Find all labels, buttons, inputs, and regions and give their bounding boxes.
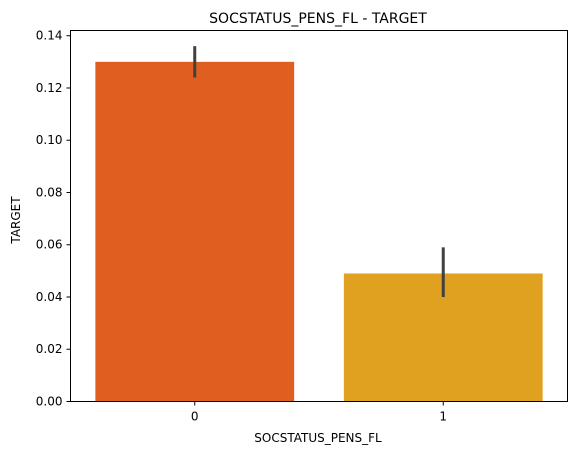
y-tick-label: 0.00 <box>36 395 63 409</box>
y-ticks-layer: 0.00 0.02 0.04 0.06 0.08 0.10 0.12 0.14 <box>36 29 71 409</box>
bars-layer <box>95 61 543 402</box>
bar-0 <box>95 61 295 402</box>
y-tick-label: 0.06 <box>36 238 63 252</box>
y-tick-label: 0.10 <box>36 133 63 147</box>
plot-frame <box>70 30 568 402</box>
error-bars-layer <box>193 46 445 297</box>
x-tick-label: 0 <box>191 410 199 424</box>
x-tick-label: 1 <box>439 410 447 424</box>
chart-title: SOCSTATUS_PENS_FL - TARGET <box>209 11 427 27</box>
y-tick-label: 0.02 <box>36 342 63 356</box>
y-tick-label: 0.04 <box>36 290 63 304</box>
y-tick-label: 0.12 <box>36 81 63 95</box>
y-axis-label: TARGET <box>9 196 23 245</box>
x-axis-label: SOCSTATUS_PENS_FL <box>254 431 382 445</box>
y-tick-label: 0.08 <box>36 185 63 199</box>
y-tick-label: 0.14 <box>36 29 63 43</box>
